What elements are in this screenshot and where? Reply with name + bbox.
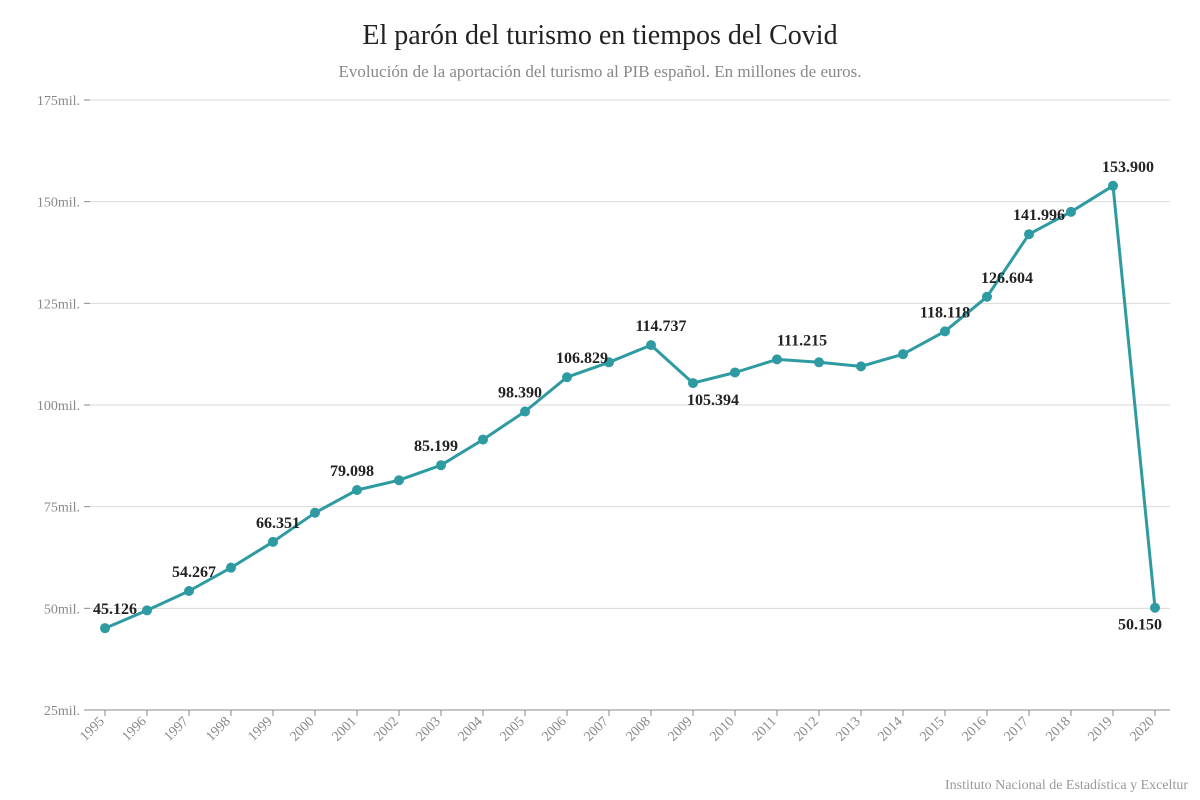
svg-text:66.351: 66.351 (256, 515, 300, 532)
svg-text:105.394: 105.394 (687, 392, 739, 409)
svg-text:2018: 2018 (1043, 714, 1073, 744)
svg-text:2008: 2008 (623, 714, 653, 744)
svg-text:2015: 2015 (917, 714, 947, 744)
svg-text:1997: 1997 (161, 714, 191, 744)
svg-text:111.215: 111.215 (777, 332, 827, 349)
svg-text:100mil.: 100mil. (37, 399, 80, 414)
svg-text:106.829: 106.829 (556, 350, 608, 367)
svg-text:175mil.: 175mil. (37, 94, 80, 109)
svg-text:125mil.: 125mil. (37, 297, 80, 312)
chart-source: Instituto Nacional de Estadística y Exce… (945, 778, 1188, 794)
svg-text:1995: 1995 (77, 714, 107, 744)
svg-text:50.150: 50.150 (1118, 617, 1162, 634)
svg-text:2001: 2001 (329, 714, 359, 744)
svg-text:2010: 2010 (707, 714, 737, 744)
line-chart-svg: 25mil. 50mil. 75mil. 100mil. 125mil. 150mil. 1… (0, 0, 1200, 800)
svg-text:25mil.: 25mil. (44, 704, 80, 719)
chart-container: El parón del turismo en tiempos del Covi… (0, 0, 1200, 800)
svg-text:2014: 2014 (875, 714, 905, 744)
svg-text:126.604: 126.604 (981, 270, 1033, 287)
svg-text:118.118: 118.118 (920, 304, 970, 321)
svg-text:2004: 2004 (455, 714, 485, 744)
svg-text:1999: 1999 (245, 714, 275, 744)
svg-text:141.996: 141.996 (1013, 207, 1065, 224)
svg-text:2005: 2005 (497, 714, 527, 744)
svg-text:2012: 2012 (791, 714, 821, 744)
svg-text:85.199: 85.199 (414, 438, 458, 455)
svg-text:2017: 2017 (1001, 714, 1031, 744)
svg-text:54.267: 54.267 (172, 564, 216, 581)
svg-text:2011: 2011 (750, 714, 780, 744)
svg-text:45.126: 45.126 (93, 601, 137, 618)
svg-text:2009: 2009 (665, 714, 695, 744)
svg-text:2020: 2020 (1127, 714, 1157, 744)
svg-text:2003: 2003 (413, 714, 443, 744)
svg-text:75mil.: 75mil. (44, 501, 80, 516)
svg-text:2000: 2000 (287, 714, 317, 744)
svg-text:2016: 2016 (959, 714, 989, 744)
svg-text:2019: 2019 (1085, 714, 1115, 744)
svg-text:114.737: 114.737 (635, 318, 686, 335)
svg-text:79.098: 79.098 (330, 463, 374, 480)
svg-text:150mil.: 150mil. (37, 196, 80, 211)
svg-text:50mil.: 50mil. (44, 602, 80, 617)
svg-text:2007: 2007 (581, 714, 611, 744)
svg-text:2013: 2013 (833, 714, 863, 744)
svg-text:2002: 2002 (371, 714, 401, 744)
svg-text:1996: 1996 (119, 714, 149, 744)
svg-text:1998: 1998 (203, 714, 233, 744)
svg-text:98.390: 98.390 (498, 385, 542, 402)
svg-text:2006: 2006 (539, 714, 569, 744)
svg-text:153.900: 153.900 (1102, 159, 1154, 176)
